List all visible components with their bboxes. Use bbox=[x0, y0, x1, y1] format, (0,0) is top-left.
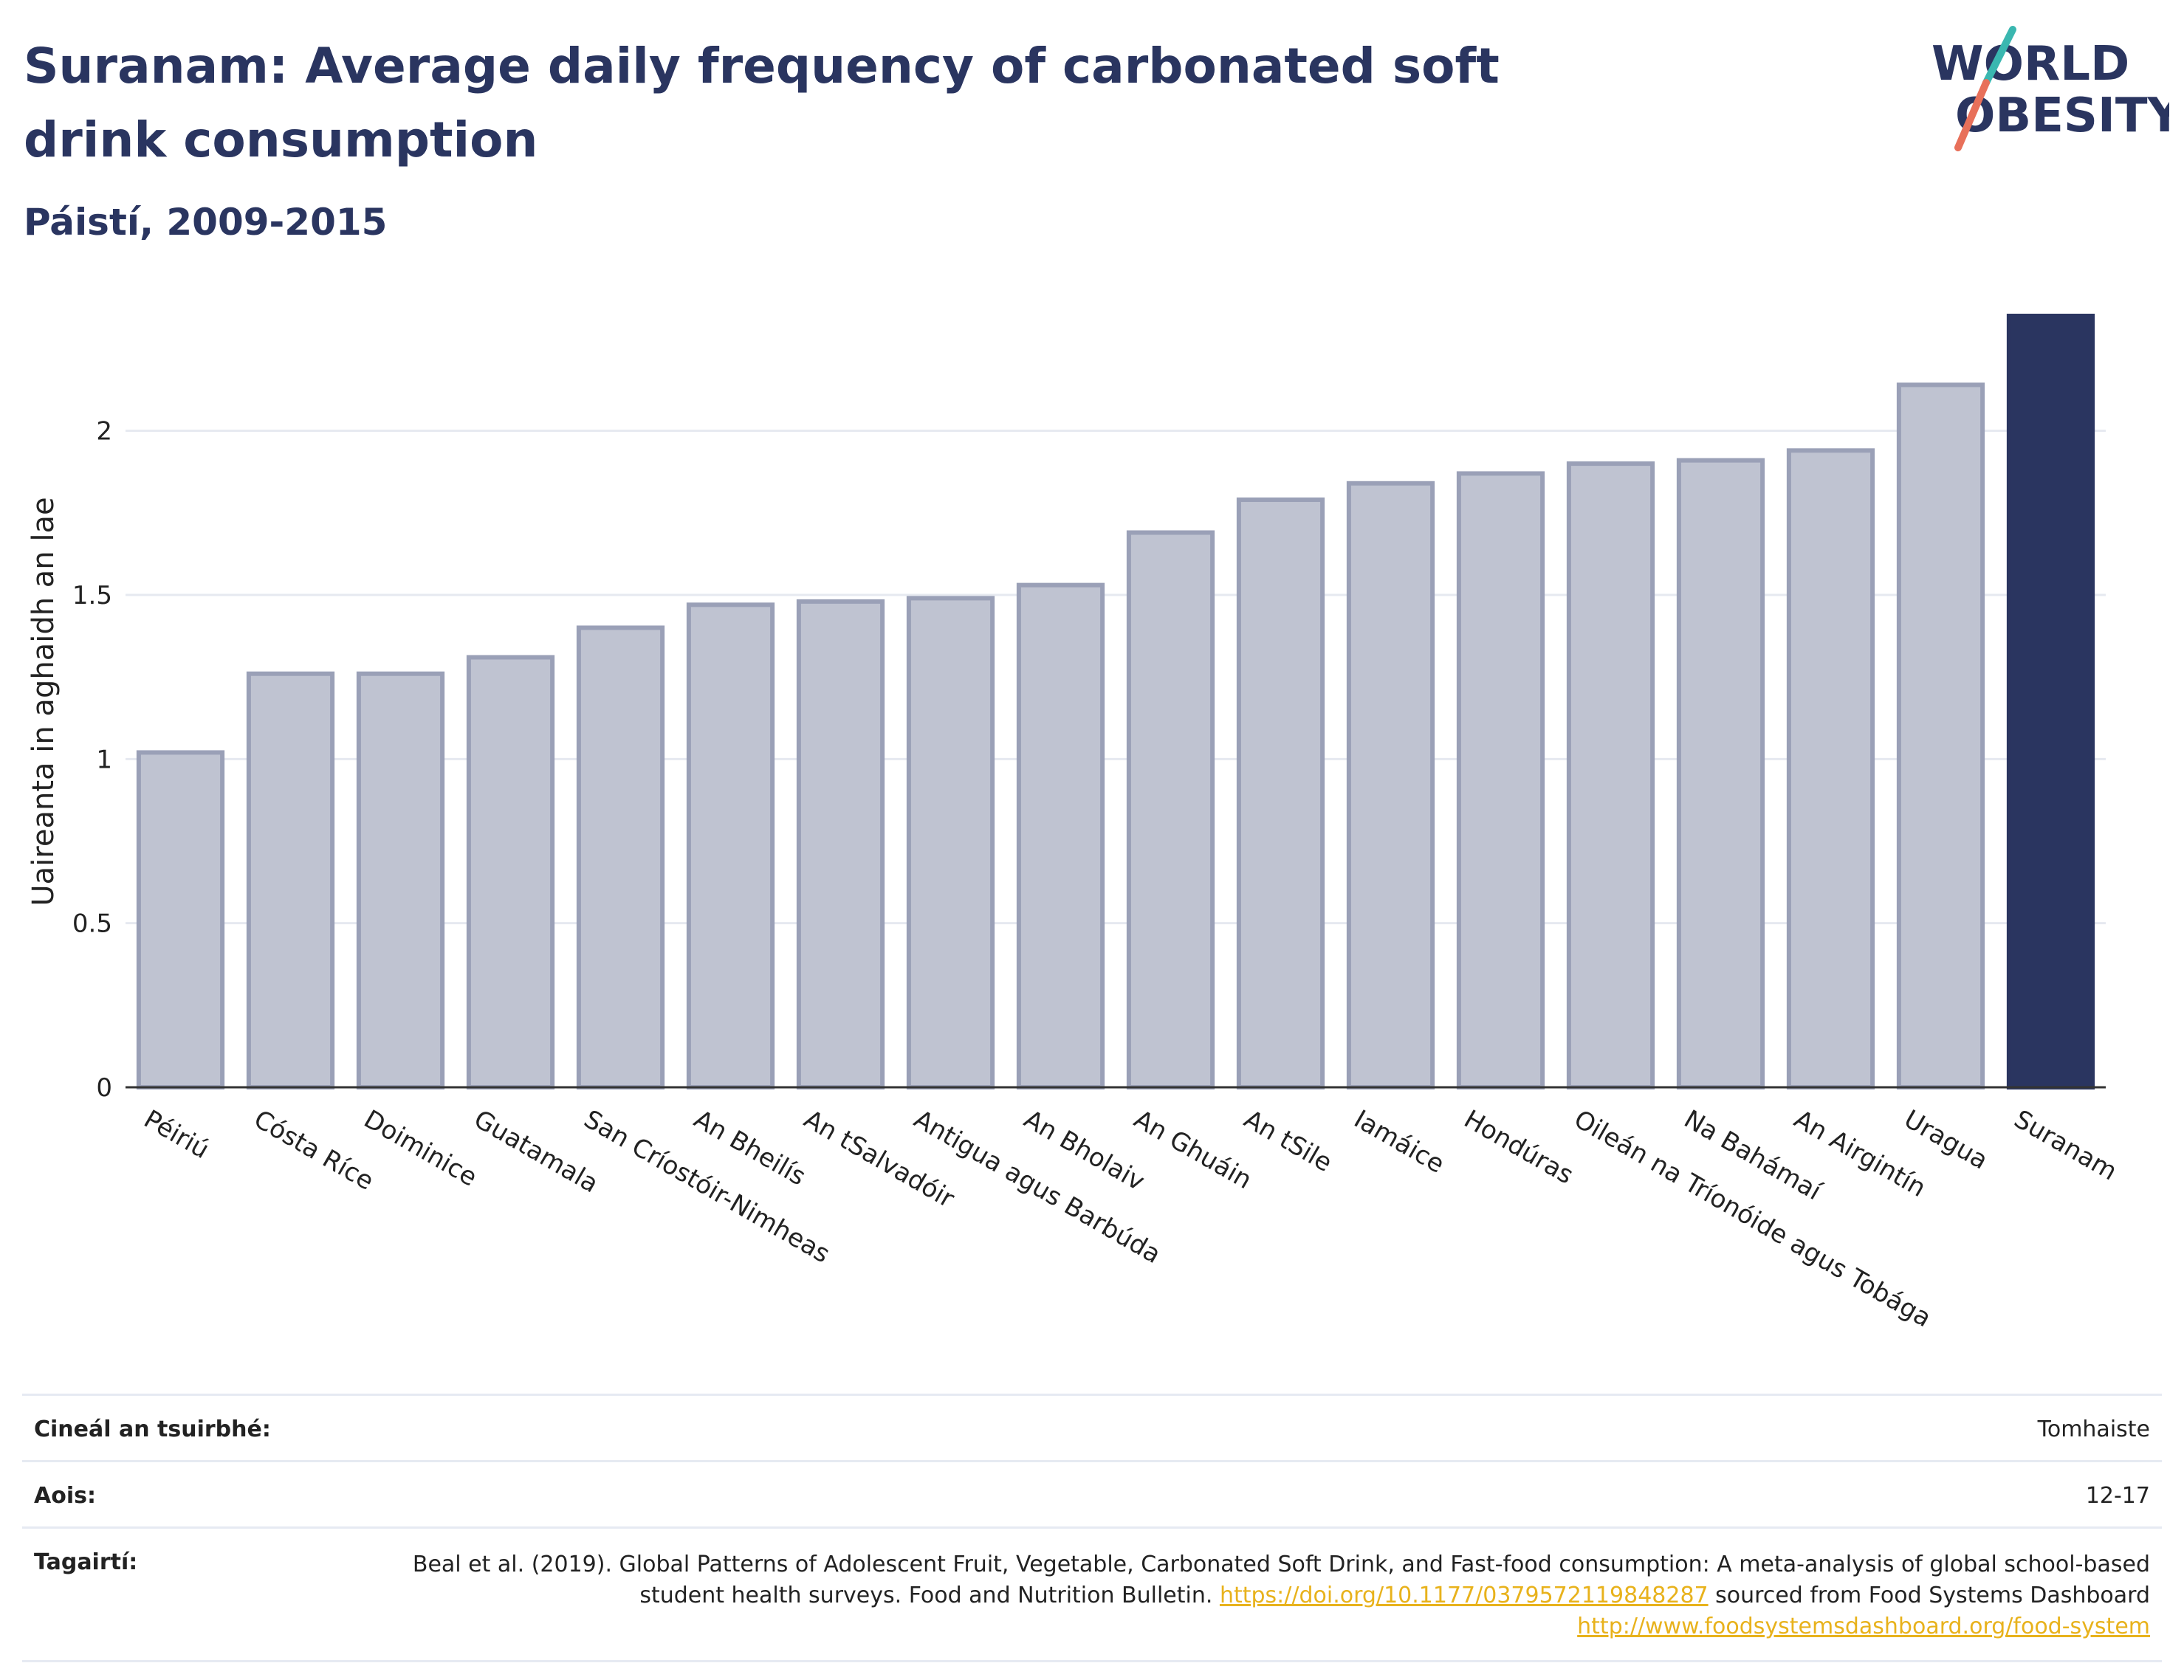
x-tick-label: Uragua bbox=[1899, 1104, 1993, 1175]
bar-5[interactable] bbox=[686, 602, 775, 1089]
bar-4[interactable] bbox=[576, 625, 665, 1089]
bar-8[interactable] bbox=[1016, 582, 1105, 1089]
bar-9[interactable] bbox=[1126, 530, 1215, 1089]
references-label: Tagairtí: bbox=[34, 1549, 138, 1575]
y-tick-label: 2 bbox=[96, 417, 112, 447]
chart-title: Suranam: Average daily frequency of carb… bbox=[24, 38, 1500, 168]
bar-14[interactable] bbox=[1676, 458, 1765, 1089]
logo-line1: WORLD bbox=[1931, 37, 2129, 92]
y-tick-label: 1 bbox=[96, 745, 112, 774]
logo-slash-coral-icon bbox=[1954, 79, 1990, 151]
meta-row-references: Tagairtí: Beal et al. (2019). Global Pat… bbox=[22, 1529, 2162, 1662]
survey-type-value: Tomhaiste bbox=[2037, 1416, 2150, 1442]
bar-11[interactable] bbox=[1346, 481, 1435, 1089]
bar-1[interactable] bbox=[246, 671, 335, 1089]
y-tick-label: 0.5 bbox=[72, 909, 112, 939]
grid-layer bbox=[126, 430, 2106, 925]
world-obesity-logo: WORLD OBESITY bbox=[1931, 26, 2169, 151]
x-tick-label: An tSile bbox=[1239, 1104, 1337, 1178]
meta-row-age: Aois: 12-17 bbox=[22, 1462, 2162, 1529]
chart-subtitle: Páistí, 2009-2015 bbox=[24, 201, 388, 244]
bar-chart: 0 0.5 1 1.5 2 Péiriú Cósta RíceDoiminiceGuata… bbox=[27, 314, 2122, 1333]
bar-2[interactable] bbox=[356, 671, 445, 1089]
x-tick-label: Hondúras bbox=[1459, 1104, 1579, 1190]
reference-text: Beal et al. (2019). Global Patterns of A… bbox=[412, 1552, 2150, 1608]
reference-source-text: sourced from Food Systems Dashboard bbox=[1715, 1583, 2150, 1608]
bar-10[interactable] bbox=[1236, 498, 1325, 1089]
bar-16[interactable] bbox=[1896, 382, 1985, 1089]
bar-15[interactable] bbox=[1786, 448, 1875, 1089]
logo-line2: OBESITY bbox=[1955, 89, 2169, 143]
x-tick-label: Péiriú bbox=[139, 1104, 214, 1165]
x-tick-label: Doiminice bbox=[359, 1104, 482, 1192]
y-axis-title: Uaireanta in aghaidh an lae bbox=[27, 497, 61, 906]
x-tick-label: Suranam bbox=[2009, 1104, 2122, 1186]
meta-row-survey-type: Cineál an tsuirbhé: Tomhaiste bbox=[22, 1396, 2162, 1462]
bar-13[interactable] bbox=[1566, 461, 1655, 1089]
chart-meta-table: Cineál an tsuirbhé: Tomhaiste Aois: 12-1… bbox=[22, 1394, 2162, 1662]
bar-12[interactable] bbox=[1456, 471, 1545, 1089]
x-tick-label: Guatamala bbox=[469, 1104, 603, 1199]
bar-6[interactable] bbox=[796, 599, 885, 1089]
bar-3[interactable] bbox=[466, 655, 555, 1089]
y-tick-labels: 0 0.5 1 1.5 2 bbox=[72, 417, 112, 1103]
age-value: 12-17 bbox=[2085, 1483, 2150, 1509]
references-value: Beal et al. (2019). Global Patterns of A… bbox=[378, 1549, 2150, 1642]
survey-type-label: Cineál an tsuirbhé: bbox=[34, 1416, 271, 1442]
logo-slash-teal-icon bbox=[1982, 26, 2016, 86]
bar-0[interactable] bbox=[136, 750, 225, 1089]
bar-17[interactable] bbox=[2006, 314, 2095, 1089]
x-tick-label: Cósta Ríce bbox=[249, 1104, 379, 1197]
x-tick-label: Iamáice bbox=[1349, 1104, 1449, 1180]
y-tick-label: 1.5 bbox=[72, 581, 112, 610]
doi-link[interactable]: https://doi.org/10.1177/0379572119848287 bbox=[1219, 1583, 1709, 1608]
age-label: Aois: bbox=[34, 1483, 96, 1509]
y-tick-label: 0 bbox=[96, 1073, 112, 1103]
bar-layer bbox=[136, 314, 2095, 1089]
dashboard-link[interactable]: http://www.foodsystemsdashboard.org/food… bbox=[1577, 1614, 2150, 1639]
x-tick-label: An Ghuáin bbox=[1129, 1104, 1257, 1195]
bar-7[interactable] bbox=[906, 596, 995, 1089]
